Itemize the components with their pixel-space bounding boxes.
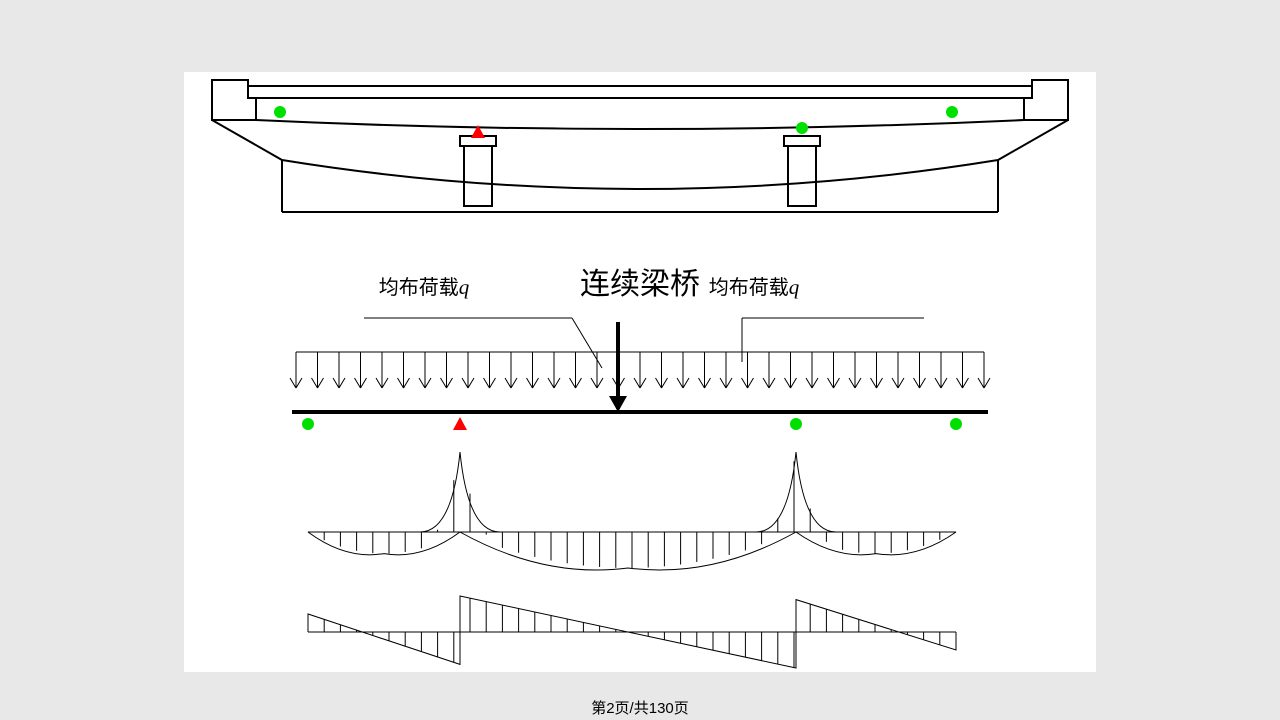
svg-text:均布荷载q: 均布荷载q xyxy=(709,275,800,299)
svg-text:连续梁桥: 连续梁桥 xyxy=(580,268,700,301)
svg-text:均布荷载q: 均布荷载q xyxy=(379,275,470,299)
engineering-diagram: 连续梁桥均布荷载q均布荷载q xyxy=(184,72,1096,672)
page-footer: 第2页/共130页 xyxy=(0,697,1280,718)
slide-area: 连续梁桥均布荷载q均布荷载q xyxy=(184,72,1096,672)
page-number: 第2页/共130页 xyxy=(591,700,689,717)
